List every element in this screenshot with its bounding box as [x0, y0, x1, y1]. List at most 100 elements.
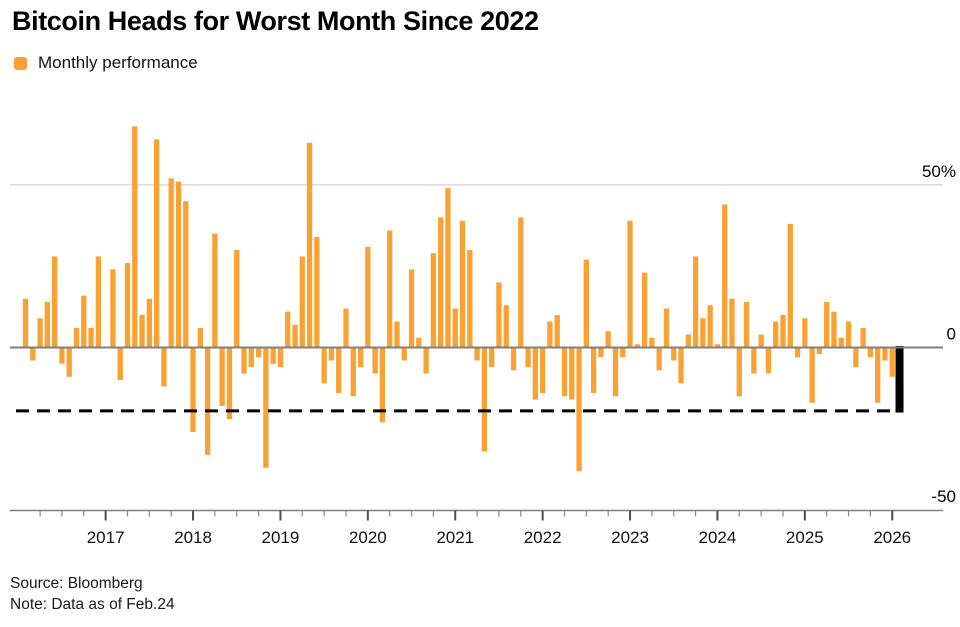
- monthly-bar: [612, 347, 619, 397]
- monthly-bar: [59, 347, 65, 364]
- monthly-bar: [416, 337, 422, 348]
- monthly-bar: [569, 347, 575, 400]
- monthly-bar: [641, 272, 648, 348]
- x-axis-year-label: 2018: [174, 528, 212, 547]
- source-note: Source: Bloomberg: [10, 575, 143, 592]
- monthly-bar: [197, 327, 203, 348]
- monthly-bar: [743, 301, 750, 348]
- x-axis-year-label: 2020: [349, 528, 387, 547]
- monthly-bar: [430, 253, 437, 348]
- monthly-bar: [496, 282, 502, 348]
- monthly-bar: [518, 217, 524, 348]
- monthly-bar: [758, 334, 764, 348]
- monthly-bar: [649, 337, 655, 348]
- x-axis-year-label: 2023: [611, 528, 649, 547]
- monthly-bar: [153, 139, 160, 348]
- monthly-bar: [627, 220, 633, 348]
- monthly-bar: [423, 347, 429, 374]
- monthly-bar: [285, 311, 291, 348]
- monthly-bar: [787, 223, 793, 348]
- monthly-bar: [372, 347, 378, 374]
- y-axis-label: -50: [931, 487, 956, 506]
- monthly-bar: [175, 181, 182, 348]
- monthly-bar: [30, 347, 36, 361]
- monthly-bar: [838, 337, 844, 348]
- monthly-bar: [190, 347, 196, 433]
- monthly-bar: [489, 347, 495, 368]
- monthly-bar: [365, 246, 371, 348]
- monthly-bar: [736, 347, 742, 397]
- monthly-bar: [438, 217, 444, 348]
- monthly-bar: [532, 347, 539, 400]
- monthly-bar: [452, 308, 458, 348]
- monthly-bar: [554, 314, 560, 348]
- monthly-bar: [459, 220, 466, 348]
- monthly-bar: [270, 347, 276, 364]
- monthly-bar: [81, 295, 87, 348]
- monthly-bar: [845, 321, 852, 348]
- monthly-bar: [241, 347, 247, 374]
- monthly-bar: [656, 347, 662, 371]
- y-axis-label: 0: [947, 325, 956, 344]
- monthly-bar: [328, 347, 335, 361]
- monthly-bar: [168, 178, 174, 348]
- x-axis-year-label: 2019: [262, 528, 300, 547]
- legend-label: Monthly performance: [38, 53, 198, 72]
- monthly-bar: [853, 347, 859, 368]
- monthly-bar: [277, 347, 284, 368]
- monthly-bar: [37, 318, 43, 348]
- monthly-bar: [722, 204, 728, 348]
- monthly-bar: [685, 334, 691, 348]
- monthly-bar: [117, 347, 123, 381]
- monthly-bar: [336, 347, 342, 394]
- monthly-bar: [66, 347, 72, 377]
- monthly-bar: [139, 314, 145, 348]
- monthly-bar: [539, 347, 546, 394]
- monthly-bar: [598, 347, 604, 358]
- monthly-bar: [802, 318, 808, 348]
- monthly-bar: [401, 347, 407, 361]
- legend-swatch-icon: [14, 56, 27, 70]
- monthly-bar: [692, 256, 699, 348]
- monthly-bar: [234, 249, 240, 348]
- monthly-bar: [321, 347, 327, 384]
- x-axis-year-label: 2022: [524, 528, 562, 547]
- monthly-bar: [292, 324, 298, 348]
- monthly-bar: [773, 321, 779, 348]
- monthly-bar: [248, 347, 254, 368]
- monthly-bar: [263, 347, 269, 468]
- monthly-bar: [314, 236, 320, 348]
- monthly-bar: [481, 347, 488, 452]
- monthly-bar: [387, 230, 393, 348]
- monthly-bar: [306, 142, 313, 348]
- current-month-highlight-bar: [895, 346, 904, 413]
- monthly-bar: [146, 298, 152, 348]
- monthly-bar: [212, 233, 218, 348]
- monthly-bar: [226, 347, 233, 420]
- monthly-bar: [379, 347, 386, 423]
- monthly-bar: [52, 256, 58, 348]
- monthly-bar: [408, 269, 415, 348]
- chart-title: Bitcoin Heads for Worst Month Since 2022: [12, 6, 539, 36]
- monthly-bar: [729, 298, 735, 348]
- monthly-bar: [547, 321, 553, 348]
- monthly-bar: [663, 308, 670, 348]
- data-note: Note: Data as of Feb.24: [10, 596, 175, 613]
- monthly-bar: [183, 201, 189, 348]
- monthly-bar: [875, 347, 881, 403]
- monthly-bar: [299, 256, 305, 348]
- x-axis-year-label: 2021: [436, 528, 474, 547]
- monthly-bar: [678, 347, 684, 384]
- monthly-bar: [780, 314, 786, 348]
- monthly-bar: [255, 347, 262, 358]
- monthly-bar: [161, 347, 167, 387]
- monthly-bar: [88, 327, 94, 348]
- x-axis-year-label: 2024: [699, 528, 737, 547]
- y-axis-label: 50%: [922, 162, 956, 181]
- monthly-bar: [765, 347, 772, 374]
- monthly-bar: [445, 188, 451, 348]
- monthly-bar: [95, 256, 102, 348]
- monthly-bar: [124, 262, 131, 348]
